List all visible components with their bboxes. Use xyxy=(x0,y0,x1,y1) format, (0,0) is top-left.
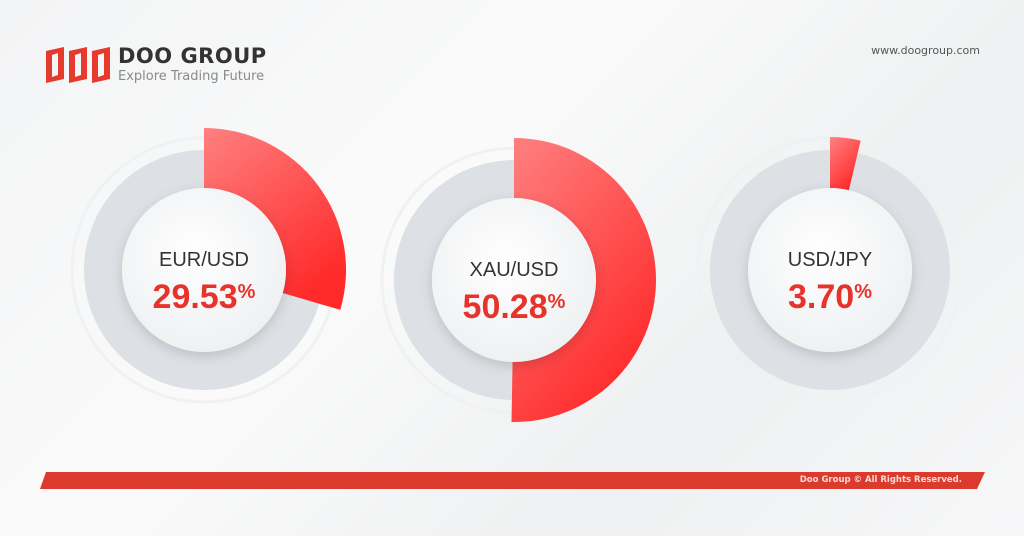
copyright: Doo Group © All Rights Reserved. xyxy=(799,475,962,485)
value-label: 50.28% xyxy=(463,288,566,326)
pair-label: EUR/USD xyxy=(159,249,249,271)
brand-name: DOO GROUP xyxy=(118,44,267,68)
logo: DOO GROUP Explore Trading Future xyxy=(44,44,267,86)
donut-center xyxy=(748,188,912,352)
pair-label: XAU/USD xyxy=(470,259,559,281)
donut-slice xyxy=(830,137,861,191)
value-label: 3.70% xyxy=(788,278,872,316)
donut-slice xyxy=(204,128,346,310)
footer-bar xyxy=(40,472,985,489)
tagline: Explore Trading Future xyxy=(118,69,265,84)
doo-logo-icon xyxy=(46,47,110,83)
website-link[interactable]: www.doogroup.com xyxy=(871,44,980,57)
donut-center xyxy=(122,188,286,352)
value-label: 29.53% xyxy=(153,278,256,316)
donut-center xyxy=(432,198,596,362)
donut-slice xyxy=(511,138,657,422)
pair-label: USD/JPY xyxy=(788,249,872,271)
